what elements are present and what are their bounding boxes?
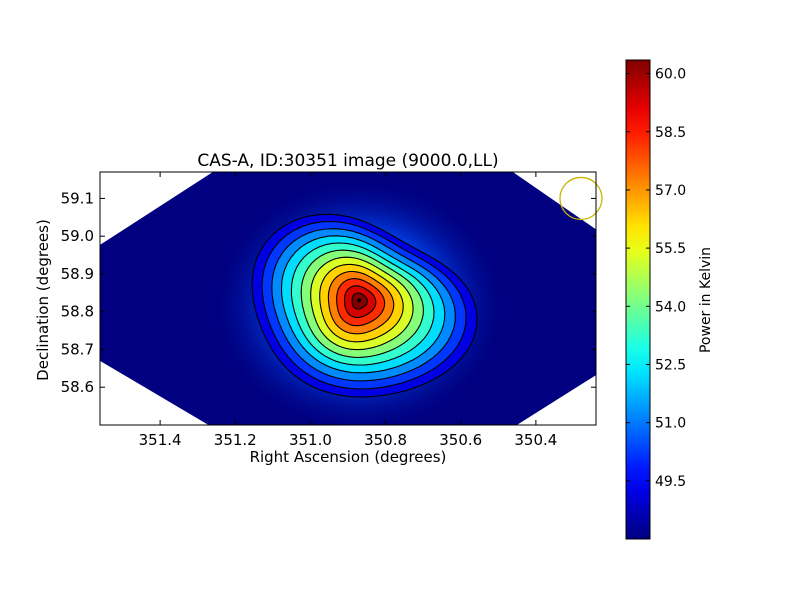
x-tick-label: 351.2 <box>214 431 257 449</box>
y-tick-label: 58.8 <box>61 303 94 321</box>
peak-marker <box>357 298 362 303</box>
contour-lines <box>251 213 478 398</box>
y-tick-label: 59.1 <box>61 189 94 207</box>
y-tick-label: 59.0 <box>61 227 94 245</box>
colorbar-tick-label: 55.5 <box>655 241 686 257</box>
chart-title: CAS-A, ID:30351 image (9000.0,LL) <box>197 151 498 171</box>
contour-line <box>351 292 368 310</box>
y-axis: 58.6 58.7 58.8 58.9 59.0 59.1 <box>61 189 596 396</box>
contour-line <box>336 278 386 327</box>
colorbar-tick-label: 58.5 <box>655 125 686 141</box>
contour-line <box>290 242 435 366</box>
contour-line <box>319 263 404 343</box>
colorbar-tick-label: 54.0 <box>655 299 686 315</box>
colorbar-label: Power in Kelvin <box>698 247 714 353</box>
contour-line <box>271 228 456 382</box>
contour-line <box>251 213 478 398</box>
contour-line <box>300 249 424 358</box>
x-tick-label: 351.4 <box>139 431 182 449</box>
colorbar-tick-label: 57.0 <box>655 183 686 199</box>
colorbar-tick-label: 60.0 <box>655 67 686 83</box>
contour-line <box>261 220 467 390</box>
x-tick-label: 350.8 <box>364 431 407 449</box>
colorbar: 49.5 51.0 52.5 54.0 55.5 57.0 58.5 60.0 Power i… <box>625 59 714 540</box>
colorbar-ticks: 49.5 51.0 52.5 54.0 55.5 57.0 58.5 60.0 <box>626 67 686 490</box>
x-axis: 351.4 351.2 351.0 350.8 350.6 350.4 <box>139 172 557 449</box>
x-tick-label: 350.6 <box>439 431 482 449</box>
colorbar-gradient <box>625 59 651 540</box>
y-tick-label: 58.9 <box>61 265 94 283</box>
x-tick-label: 350.4 <box>514 431 557 449</box>
contour-line <box>310 256 414 351</box>
contour-line <box>343 285 377 318</box>
x-tick-label: 351.0 <box>289 431 332 449</box>
colorbar-tick-label: 49.5 <box>655 474 686 490</box>
x-axis-label: Right Ascension (degrees) <box>250 448 447 466</box>
plot-frame <box>99 171 597 426</box>
y-tick-label: 58.6 <box>61 378 94 396</box>
colorbar-tick-label: 52.5 <box>655 357 686 373</box>
y-tick-label: 58.7 <box>61 340 94 358</box>
y-axis-label: Declination (degrees) <box>34 219 52 381</box>
beam-marker <box>559 176 603 221</box>
plot-area <box>100 172 596 425</box>
contour-line <box>280 235 446 374</box>
colorbar-tick-label: 51.0 <box>655 416 686 432</box>
contour-line <box>327 270 395 335</box>
